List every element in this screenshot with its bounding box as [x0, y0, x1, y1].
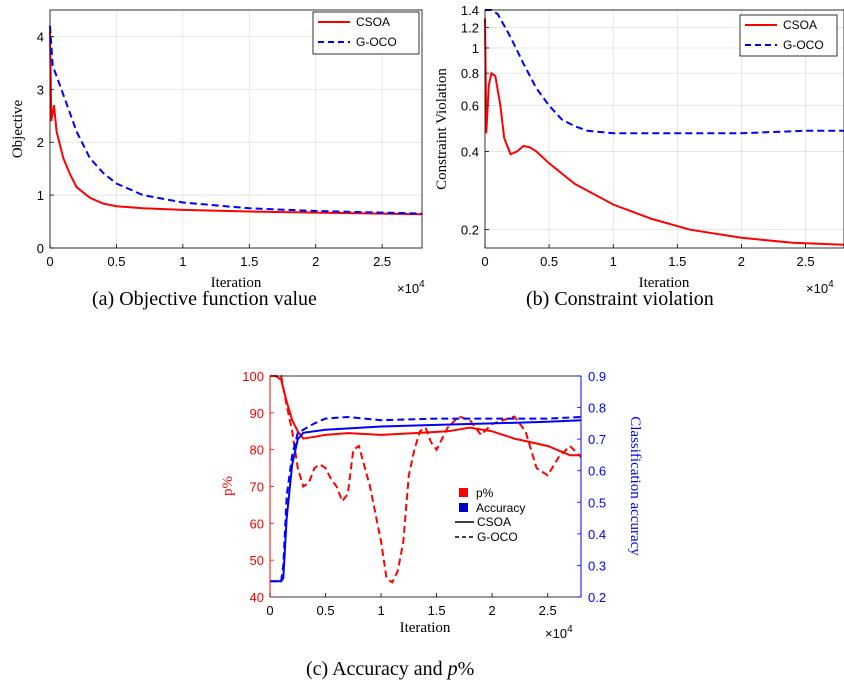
chart-c-legend: p% Accuracy CSOA G-OCO [455, 486, 525, 544]
chart-b-legend: CSOA G-OCO [739, 14, 838, 57]
chart-c-series [270, 375, 582, 584]
chart-b-x-multiplier: ×104 [806, 279, 834, 296]
chart-b-series [484, 9, 844, 246]
chart-c-ytick-right-label-0: 0.2 [588, 590, 606, 605]
chart-b-plot-frame [484, 9, 844, 249]
chart-a-x-multiplier: ×104 [397, 279, 425, 296]
chart-b-xtick-label-2: 1 [610, 254, 617, 269]
chart-c-plot-frame [269, 375, 582, 598]
chart-b-ylabel: Constraint Violation [434, 68, 450, 190]
chart-a-legend-goco: G-OCO [356, 35, 397, 49]
caption-a: (a) Objective function value [92, 288, 317, 310]
chart-c-ytick-right-label-2: 0.4 [588, 527, 606, 542]
chart-a-ylabel: Objective [10, 100, 26, 159]
caption-c: (c) Accuracy and p% [306, 658, 474, 681]
caption-c-variable: p [447, 658, 458, 680]
chart-c-xtick-label-0: 0 [266, 603, 273, 618]
chart-b-ticks: 0 0.5 1 1.5 2 2.5 0.2 0.4 0.6 0.8 1 1.2 1.4 [461, 3, 815, 269]
chart-a-series-0-line [49, 31, 423, 216]
chart-c-series-3-line [270, 415, 582, 583]
chart-c-ylabel-left: p% [220, 476, 236, 496]
chart-a-ytick-label-1: 1 [37, 188, 44, 203]
chart-c-legend-csoa: CSOA [477, 515, 511, 529]
chart-c-ytick-left-label-6: 100 [242, 369, 264, 384]
chart-c-legend-goco: G-OCO [477, 530, 518, 544]
chart-b-xtick-label-3: 1.5 [668, 254, 686, 269]
chart-b-ytick-label-1: 0.4 [461, 144, 479, 159]
chart-b-legend-goco: G-OCO [783, 38, 824, 52]
chart-c-ytick-right-label-4: 0.6 [588, 464, 606, 479]
chart-c-ytick-right-label-7: 0.9 [588, 369, 606, 384]
chart-a-ytick-label-2: 2 [37, 135, 44, 150]
chart-c-ytick-right-label-3: 0.5 [588, 495, 606, 510]
caption-c-prefix: (c) Accuracy and [306, 658, 448, 680]
chart-c-x-multiplier: ×104 [545, 624, 573, 641]
chart-b-xtick-label-1: 0.5 [540, 254, 558, 269]
chart-c-xtick-label-5: 2.5 [539, 603, 557, 618]
chart-c-ytick-left-label-2: 60 [250, 516, 264, 531]
chart-b-ytick-label-3: 0.8 [461, 66, 479, 81]
chart-c-ticks: 0 0.5 1 1.5 2 2.5 40 50 60 70 80 90 100 0.2 0.3 0.4 0.5 0… [242, 369, 606, 618]
caption-c-suffix: % [457, 658, 475, 680]
chart-c-series-0-line [270, 375, 581, 457]
chart-b-ytick-label-6: 1.4 [461, 3, 479, 18]
chart-b-ytick-label-2: 0.6 [461, 99, 479, 114]
chart-c-ytick-left-label-1: 50 [250, 553, 264, 568]
chart-a-ticks: 0 0.5 1 1.5 2 2.5 0 1 2 3 4 [37, 29, 391, 269]
chart-b-xtick-label-0: 0 [481, 254, 488, 269]
chart-a-legend-csoa: CSOA [356, 15, 390, 29]
chart-c-series-2-line [270, 419, 582, 583]
chart-c-legend-accuracy: Accuracy [476, 501, 525, 515]
chart-b-series-0-line [484, 18, 844, 246]
chart-a-xtick-label-5: 2.5 [373, 254, 391, 269]
chart-c-xtick-label-4: 2 [489, 603, 496, 618]
chart-b-ytick-label-5: 1.2 [461, 20, 479, 35]
chart-a-ytick-label-0: 0 [37, 241, 44, 256]
chart-c-xtick-label-3: 1.5 [428, 603, 446, 618]
chart-a-series [49, 25, 423, 216]
chart-a-ytick-label-3: 3 [37, 82, 44, 97]
chart-c-ytick-right-label-5: 0.7 [588, 432, 606, 447]
chart-c-ylabel-right: Classification accuracy [627, 416, 643, 556]
chart-a-xtick-label-1: 0.5 [107, 254, 125, 269]
chart-b-xtick-label-5: 2.5 [796, 254, 814, 269]
caption-b: (b) Constraint violation [526, 288, 714, 310]
chart-a-xtick-label-2: 1 [179, 254, 186, 269]
chart-c-series-1-line [270, 375, 582, 584]
chart-b-ytick-label-0: 0.2 [461, 223, 479, 238]
chart-b-series-1-line [485, 9, 844, 135]
chart-a-xlabel: Iteration [211, 275, 262, 291]
chart-c-ytick-right-label-1: 0.3 [588, 558, 606, 573]
chart-c-ytick-left-label-3: 70 [250, 480, 264, 495]
chart-c-ytick-left-label-5: 90 [250, 406, 264, 421]
chart-a-xtick-label-4: 2 [312, 254, 319, 269]
chart-c-legend-p: p% [476, 486, 494, 500]
chart-a-xtick-label-3: 1.5 [240, 254, 258, 269]
chart-c-ytick-right-label-6: 0.8 [588, 401, 606, 416]
chart-a-xtick-label-0: 0 [46, 254, 53, 269]
chart-b-xlabel: Iteration [639, 275, 690, 291]
chart-a-legend: CSOA G-OCO [312, 11, 420, 55]
chart-b-xtick-label-4: 2 [738, 254, 745, 269]
chart-a-ytick-label-4: 4 [37, 29, 44, 44]
chart-c-ytick-left-label-0: 40 [250, 590, 264, 605]
chart-a-series-1-line [49, 25, 423, 215]
chart-a-plot-frame [49, 9, 423, 249]
chart-c-xtick-label-2: 1 [377, 603, 384, 618]
chart-c-ytick-left-label-4: 80 [250, 443, 264, 458]
chart-b-legend-csoa: CSOA [783, 18, 817, 32]
chart-c-xlabel: Iteration [400, 620, 451, 636]
chart-c-xtick-label-1: 0.5 [316, 603, 334, 618]
chart-b-ytick-label-4: 1 [472, 41, 479, 56]
